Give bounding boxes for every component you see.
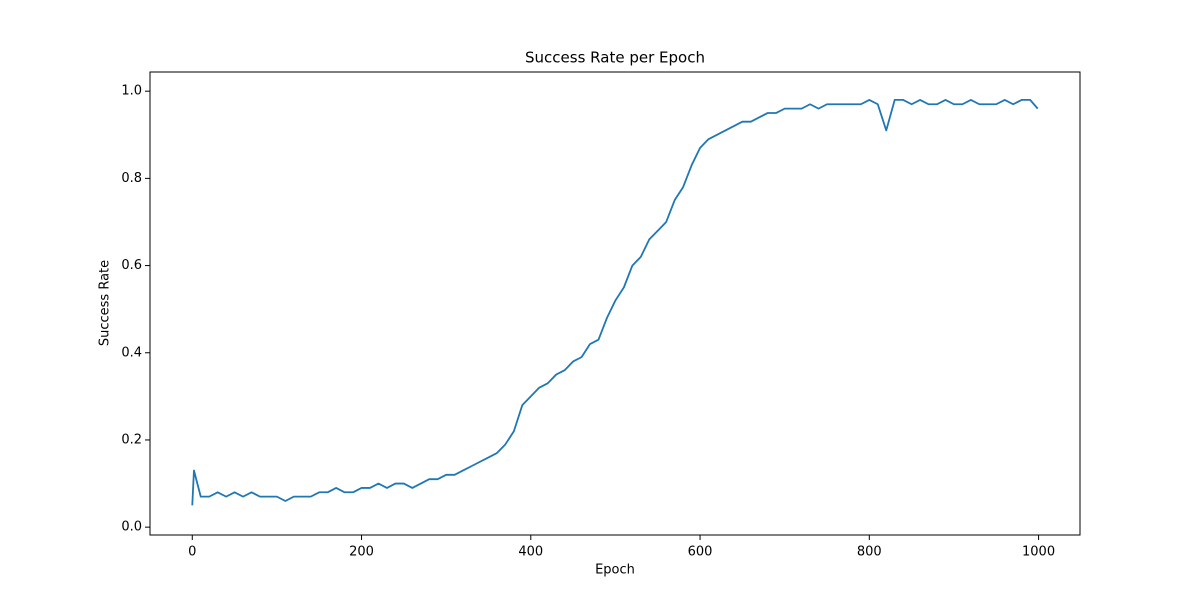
y-tick-label: 0.2 [121,432,142,447]
y-tick-label: 1.0 [121,84,142,99]
chart-title: Success Rate per Epoch [525,49,705,67]
plot-area [191,99,1039,506]
x-tick-label: 1000 [1022,545,1055,560]
data-line [191,99,1039,506]
x-tick-label: 0 [188,545,196,560]
axes-frame [149,71,1081,536]
x-tick-label: 200 [349,545,374,560]
x-tick-label: 800 [857,545,882,560]
x-axis-label: Epoch [595,563,635,578]
x-tick-label: 600 [688,545,713,560]
y-tick-label: 0.0 [121,520,142,535]
y-tick-label: 0.4 [121,345,142,360]
y-tick-label: 0.8 [121,171,142,186]
x-tick-label: 400 [518,545,543,560]
y-axis-label: Success Rate [98,260,113,346]
y-tick-label: 0.6 [121,258,142,273]
